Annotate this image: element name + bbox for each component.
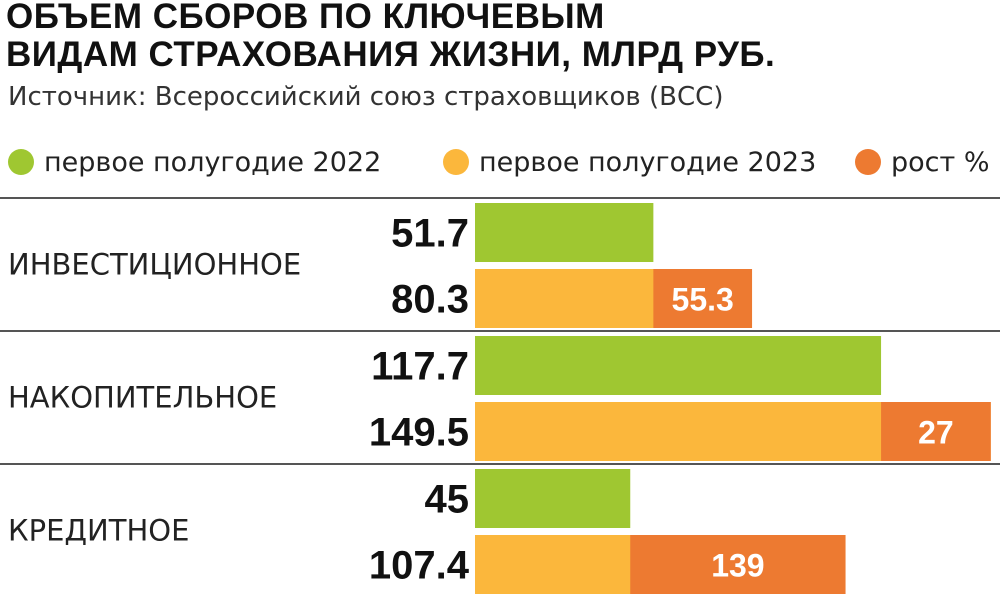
legend-label-2022: первое полугодие 2022 — [44, 146, 382, 178]
growth-label: 27 — [918, 415, 954, 451]
chart-title-line-1: ОБЪЕМ СБОРОВ ПО КЛЮЧЕВЫМ — [6, 0, 605, 36]
legend-label-2023: первое полугодие 2023 — [479, 146, 817, 178]
chart-title-line-2: ВИДАМ СТРАХОВАНИЯ ЖИЗНИ, МЛРД РУБ. — [6, 35, 776, 74]
chart-title: ОБЪЕМ СБОРОВ ПО КЛЮЧЕВЫМ ВИДАМ СТРАХОВАН… — [6, 0, 996, 74]
value-label-2022: 117.7 — [371, 345, 469, 389]
category-label: ИНВЕСТИЦИОННОЕ — [8, 248, 301, 282]
legend-dot-growth — [855, 149, 881, 175]
category-label: КРЕДИТНОЕ — [8, 514, 189, 548]
value-label-2023: 80.3 — [391, 278, 469, 322]
growth-label: 139 — [711, 548, 764, 584]
legend-item-2022: первое полугодие 2022 — [8, 142, 381, 182]
legend-item-2023: первое полугодие 2023 — [443, 142, 816, 182]
category-label: НАКОПИТЕЛЬНОЕ — [8, 381, 277, 415]
growth-label: 55.3 — [672, 282, 734, 318]
legend-item-growth: рост % — [855, 142, 989, 182]
legend-dot-2023 — [443, 149, 469, 175]
growth-segment — [653, 269, 753, 328]
chart-source: Источник: Всероссийский союз страховщико… — [8, 82, 724, 112]
growth-segment — [630, 535, 846, 594]
value-label-2022: 51.7 — [391, 212, 469, 256]
bar-2022 — [475, 336, 882, 395]
bar-2022 — [475, 469, 631, 528]
value-label-2022: 45 — [425, 478, 470, 522]
value-label-2023: 107.4 — [369, 544, 470, 588]
bar-2022 — [475, 203, 654, 262]
growth-segment — [881, 402, 991, 461]
legend-label-growth: рост % — [891, 146, 990, 178]
value-label-2023: 149.5 — [369, 411, 469, 455]
legend-dot-2022 — [8, 149, 34, 175]
legend: первое полугодие 2022 первое полугодие 2… — [0, 142, 1000, 182]
